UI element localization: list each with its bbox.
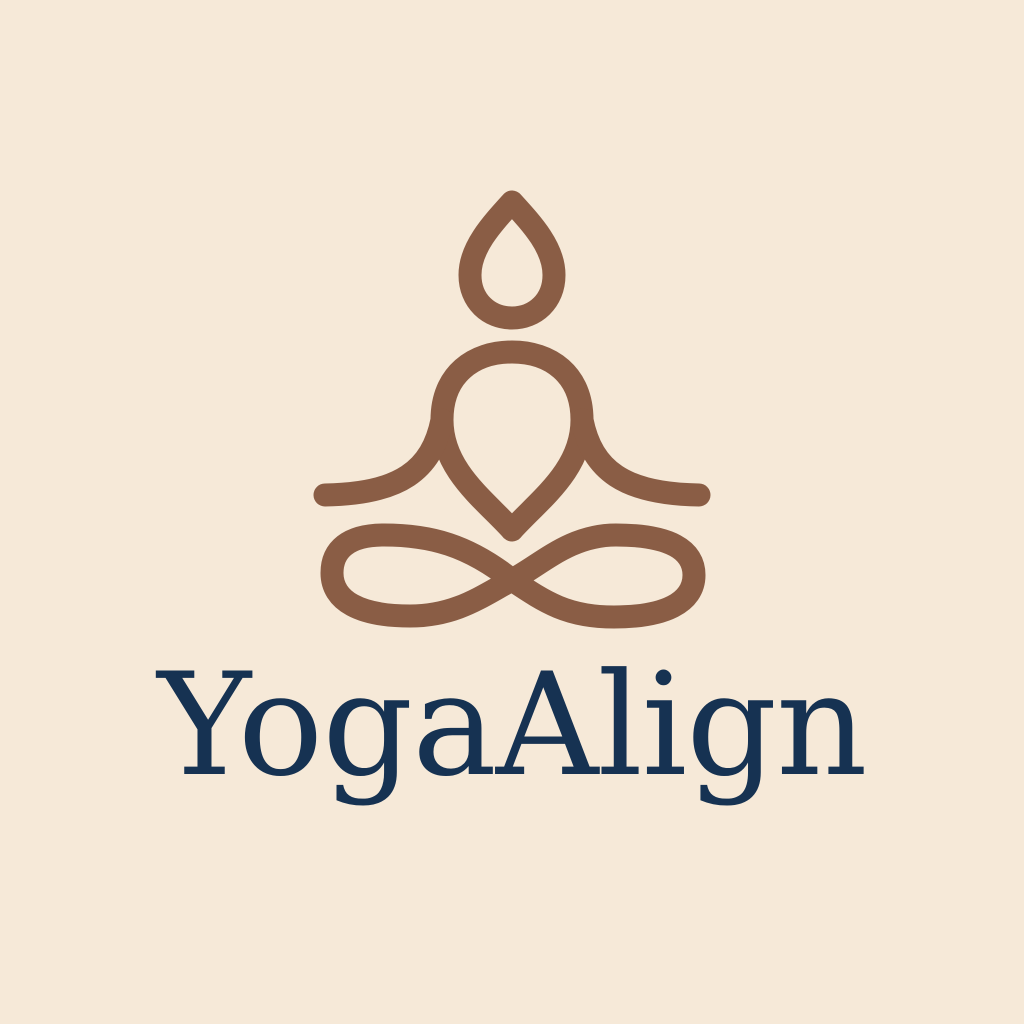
left-arm-shape [313, 408, 454, 507]
right-arm-shape [570, 408, 711, 507]
legs-infinity-shape [320, 523, 706, 629]
head-flame-shape [458, 190, 566, 330]
torso-shape [430, 340, 594, 542]
meditation-figure-icon [313, 190, 711, 629]
brand-wordmark: YogaAlign [157, 643, 867, 808]
